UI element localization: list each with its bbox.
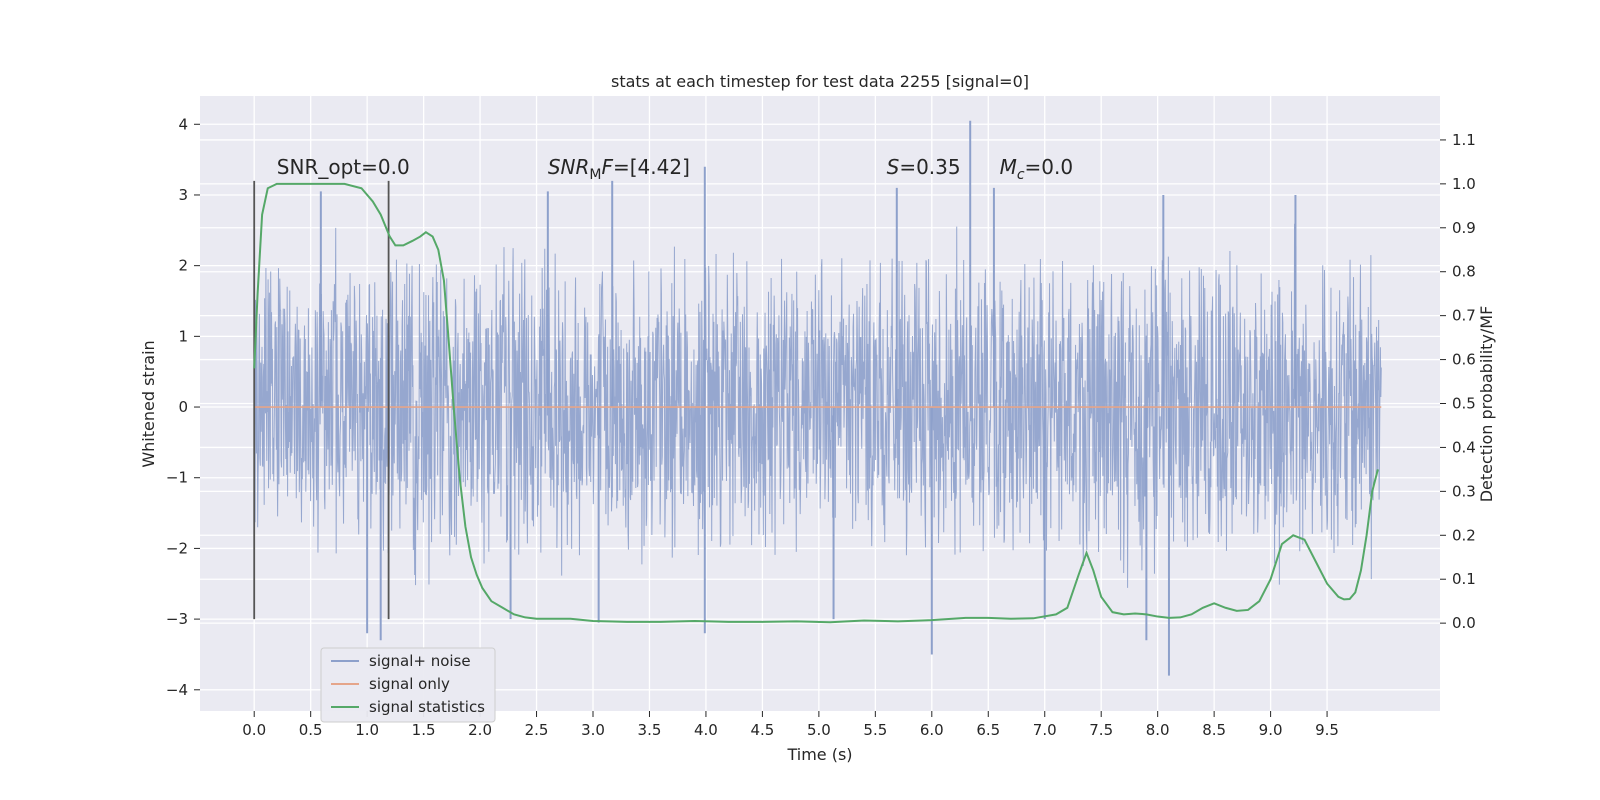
x-tick-label: 6.0 bbox=[920, 721, 944, 739]
x-tick-label: 0.5 bbox=[299, 721, 323, 739]
legend-box bbox=[320, 647, 496, 723]
y-right-tick-label: 0.1 bbox=[1452, 570, 1476, 588]
series-signal-statistics bbox=[253, 182, 1379, 624]
x-tick-label: 8.0 bbox=[1146, 721, 1170, 739]
x-tick-label: 2.0 bbox=[468, 721, 492, 739]
y-right-tick-label: 0.2 bbox=[1452, 526, 1476, 544]
x-tick-label: 5.5 bbox=[863, 721, 887, 739]
y-right-tick-label: 0.4 bbox=[1452, 438, 1476, 456]
annotation: SNRMF=[4.42] bbox=[548, 155, 690, 183]
legend-label-signal-only: signal only bbox=[369, 675, 450, 693]
y-left-tick-label: −3 bbox=[166, 610, 188, 628]
x-tick-label: 9.0 bbox=[1259, 721, 1283, 739]
y-right-tick-label: 1.0 bbox=[1452, 175, 1476, 193]
y-right-tick-label: 0.5 bbox=[1452, 395, 1476, 413]
x-tick-label: 1.5 bbox=[412, 721, 436, 739]
series-signal-noise bbox=[253, 120, 1382, 676]
x-tick-label: 0.0 bbox=[242, 721, 266, 739]
y-right-tick-label: 0.9 bbox=[1452, 219, 1476, 237]
y-left-tick-label: −2 bbox=[166, 539, 188, 557]
x-tick-label: 4.5 bbox=[750, 721, 774, 739]
y-right-tick-label: 0.8 bbox=[1452, 263, 1476, 281]
y-right-tick-label: 1.1 bbox=[1452, 131, 1476, 149]
y-left-tick-label: 1 bbox=[178, 327, 188, 345]
x-tick-label: 7.0 bbox=[1033, 721, 1057, 739]
y-right-tick-label: 0.3 bbox=[1452, 482, 1476, 500]
y-right-tick-label: 0.6 bbox=[1452, 351, 1476, 369]
y-left-tick-label: 0 bbox=[178, 398, 188, 416]
x-tick-label: 2.5 bbox=[525, 721, 549, 739]
y-left-tick-label: −1 bbox=[166, 469, 188, 487]
x-tick-label: 8.5 bbox=[1202, 721, 1226, 739]
legend: signal+ noise signal only signal statist… bbox=[320, 647, 496, 723]
y-right-tick-label: 0.0 bbox=[1452, 614, 1476, 632]
legend-label-signal-noise: signal+ noise bbox=[369, 652, 471, 670]
annotation: Mc=0.0 bbox=[1000, 155, 1074, 183]
x-tick-label: 6.5 bbox=[976, 721, 1000, 739]
y-left-tick-label: 3 bbox=[178, 186, 188, 204]
x-tick-label: 3.5 bbox=[638, 721, 662, 739]
chart-title: stats at each timestep for test data 225… bbox=[611, 72, 1029, 91]
annotation: S=0.35 bbox=[887, 155, 961, 179]
x-tick-label: 7.5 bbox=[1089, 721, 1113, 739]
signal-noise-line bbox=[253, 223, 1382, 588]
x-axis-label: Time (s) bbox=[786, 745, 852, 764]
x-tick-label: 5.0 bbox=[807, 721, 831, 739]
y-right-axis-ticks: 0.0 0.1 0.2 0.3 0.4 0.5 0.6 0.7 0.8 0.9 1.0 1.1 bbox=[1440, 131, 1476, 632]
annotation: SNR_opt=0.0 bbox=[277, 155, 410, 179]
y-left-tick-label: −4 bbox=[166, 681, 188, 699]
vertical-lines bbox=[253, 180, 390, 620]
x-axis-ticks: 0.0 0.5 1.0 1.5 2.0 2.5 3.0 3.5 4.0 4.5 5.0 5.5 6.0 6… bbox=[242, 711, 1339, 739]
signal-statistics-line bbox=[253, 182, 1379, 624]
y-left-tick-label: 2 bbox=[178, 257, 188, 275]
legend-label-signal-statistics: signal statistics bbox=[369, 698, 485, 716]
y-right-tick-label: 0.7 bbox=[1452, 307, 1476, 325]
y-left-tick-label: 4 bbox=[178, 115, 188, 133]
y-left-axis-ticks: −4 −3 −2 −1 0 1 2 3 4 bbox=[166, 115, 200, 699]
x-tick-label: 1.0 bbox=[355, 721, 379, 739]
y-right-axis-label: Detection probability/MF bbox=[1477, 306, 1496, 503]
x-tick-label: 9.5 bbox=[1315, 721, 1339, 739]
x-tick-label: 3.0 bbox=[581, 721, 605, 739]
x-tick-label: 4.0 bbox=[694, 721, 718, 739]
annotations: SNR_opt=0.0 SNRMF=[4.42] S=0.35 Mc=0.0 bbox=[277, 155, 1073, 183]
y-left-axis-label: Whitened strain bbox=[139, 340, 158, 467]
